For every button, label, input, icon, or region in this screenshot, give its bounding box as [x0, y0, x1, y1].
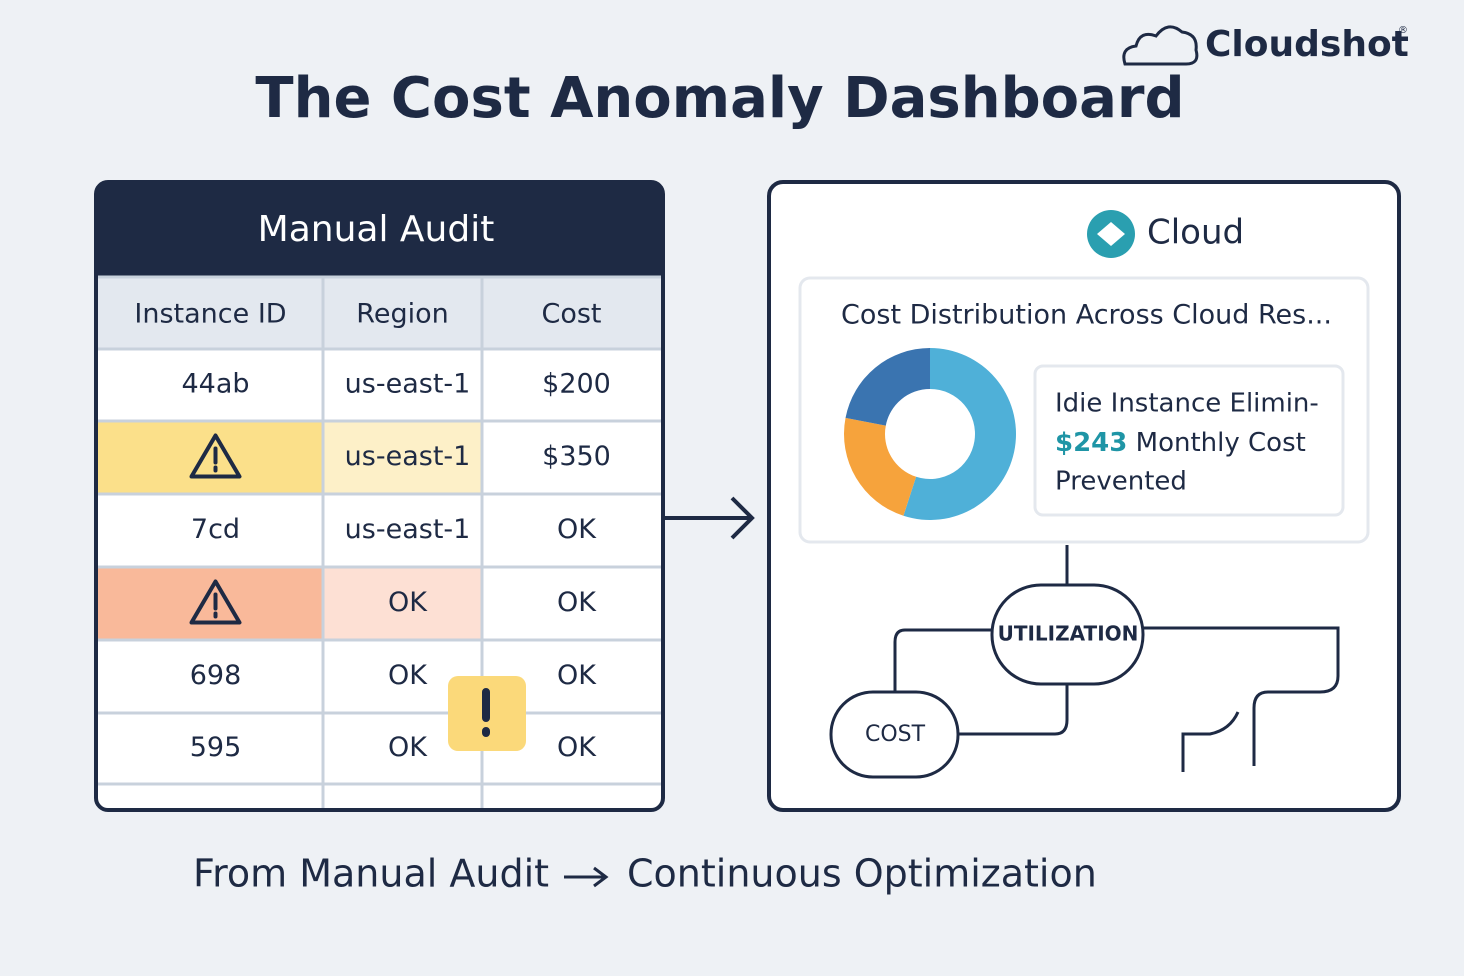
node-label: COST: [865, 722, 926, 747]
cell-text: OK: [388, 587, 428, 618]
cell-text: OK: [557, 587, 597, 618]
flow-lines: [893, 545, 1340, 772]
donut-segment: [844, 417, 917, 516]
column-header: Region: [356, 299, 448, 330]
cell-text: OK: [557, 514, 597, 545]
column-header: Instance ID: [134, 299, 286, 330]
warning-icon: [189, 579, 242, 625]
donut-segment: [903, 348, 1017, 520]
cell-text: OK: [557, 732, 597, 763]
footer-arrow: [564, 866, 609, 888]
optimization-panel: Cloud Cost Distribution Across Cloud Res…: [767, 180, 1401, 812]
cell-text: OK: [557, 660, 597, 691]
cell-highlight: [98, 567, 323, 640]
cell-text: 7cd: [191, 514, 240, 545]
logo: Cloudshot ®: [1122, 24, 1409, 66]
cell-highlight: [323, 421, 482, 494]
cell-highlight: [98, 421, 323, 494]
callout: [1033, 364, 1345, 517]
node: [829, 690, 960, 779]
logo-icon: [1122, 25, 1199, 66]
callout-amount: $243: [1055, 428, 1127, 458]
donut-segment: [845, 348, 930, 426]
cell-text: 595: [190, 732, 242, 763]
cell-text: $200: [542, 369, 611, 400]
callout-line: $243 Monthly Cost: [1055, 428, 1306, 458]
cell-text: OK: [388, 660, 428, 691]
cell-text: 698: [190, 660, 242, 691]
brand-icon-mark: [1097, 222, 1125, 246]
callout-line: Idie Instance Elimin-: [1055, 389, 1319, 419]
brand: Cloud: [1147, 213, 1244, 253]
card-title: Cost Distribution Across Cloud Res...: [841, 300, 1332, 331]
audit-panel: Manual Audit Instance ID Region Cost 44ab us…: [94, 180, 665, 812]
node-label: UTILIZATION: [998, 622, 1139, 646]
audit-title: Manual Audit: [258, 209, 495, 250]
warning-icon: [189, 433, 242, 479]
title: The Cost Anomaly Dashboard: [255, 66, 1184, 131]
logo-text: Cloudshot: [1205, 24, 1409, 65]
audit-header: [96, 182, 663, 276]
cell-text: OK: [388, 732, 428, 763]
node: [990, 583, 1145, 686]
cell-text: us-east-1: [345, 514, 471, 545]
cell-text: us-east-1: [345, 441, 471, 472]
column-header: Cost: [541, 299, 601, 330]
arrow: [664, 496, 755, 540]
callout-line: Monthly Cost: [1136, 428, 1306, 458]
column-header-bg: [98, 277, 661, 349]
cell-highlight: [323, 567, 482, 640]
cell-text: 44ab: [181, 369, 249, 400]
logo-mark: ®: [1398, 25, 1408, 36]
cell-text: $350: [542, 441, 611, 472]
callout-line: Prevented: [1055, 467, 1187, 497]
cell-text: us-east-1: [345, 369, 471, 400]
footer-from: From Manual Audit: [193, 852, 549, 896]
footer-to: Continuous Optimization: [627, 852, 1097, 896]
